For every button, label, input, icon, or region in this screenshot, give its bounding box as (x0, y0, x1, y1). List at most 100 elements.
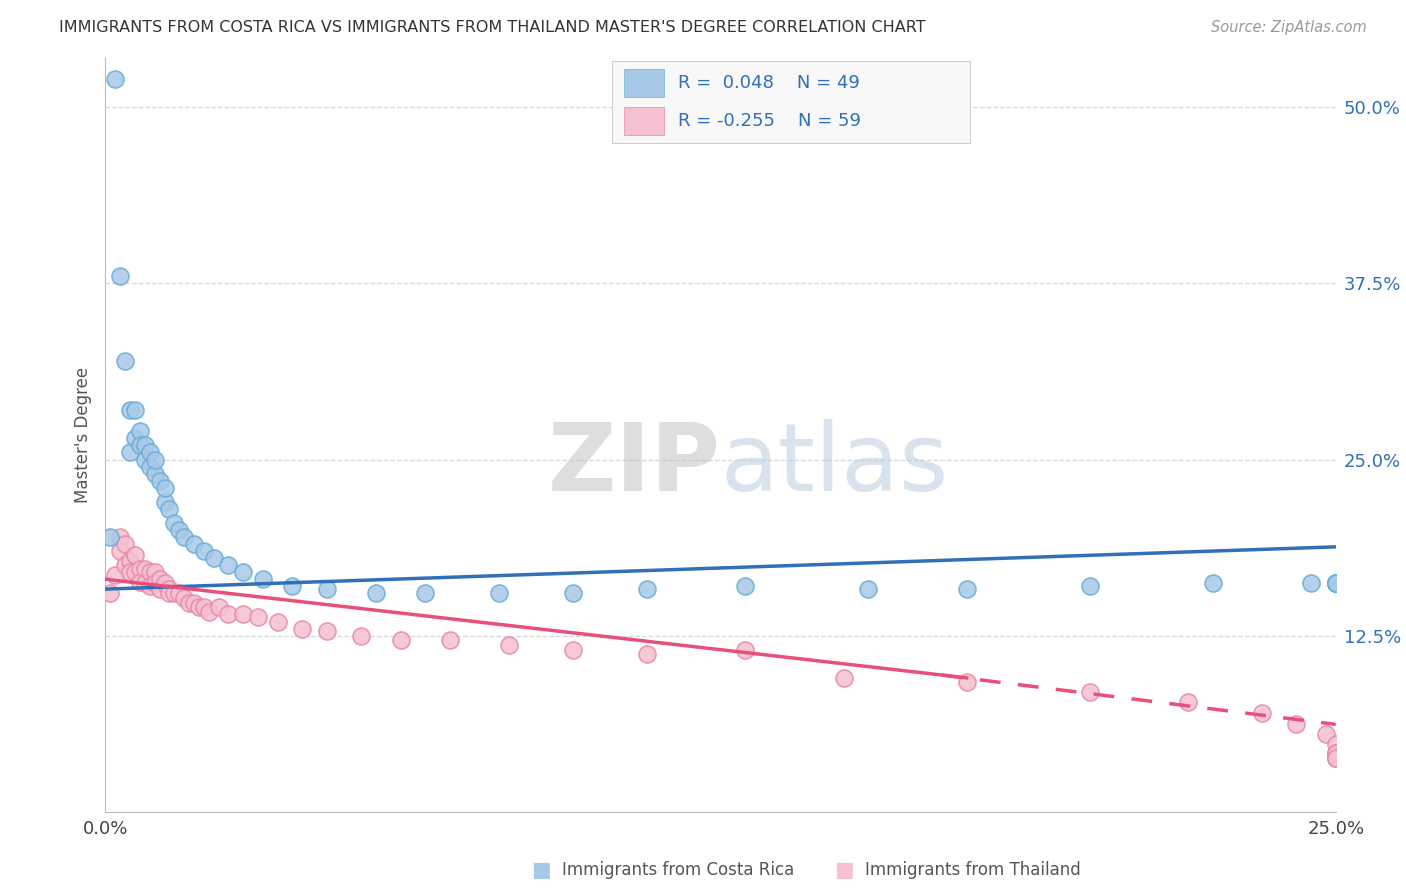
Point (110, 530, 132, 544)
Point (149, 572, 172, 586)
Point (153, 576, 176, 591)
Point (1324, 576, 1347, 591)
Point (159, 501, 180, 516)
Text: ZIP: ZIP (548, 419, 721, 511)
Point (1324, 576, 1347, 591)
Point (104, 72, 127, 87)
Point (1315, 727, 1337, 741)
Point (104, 568, 127, 582)
Point (129, 438, 152, 452)
Point (734, 642, 756, 657)
Point (169, 586, 191, 600)
Point (1324, 576, 1347, 591)
Point (143, 565, 166, 579)
Point (134, 576, 156, 591)
Point (183, 537, 205, 551)
Point (153, 481, 176, 495)
Point (291, 622, 314, 636)
Point (120, 565, 141, 579)
Point (1324, 751, 1347, 765)
Point (129, 425, 152, 439)
Point (636, 582, 658, 596)
Point (498, 639, 520, 653)
Point (149, 474, 172, 488)
Text: ■: ■ (834, 860, 853, 880)
Point (1251, 706, 1274, 720)
Point (110, 269, 132, 284)
Text: R = -0.255    N = 59: R = -0.255 N = 59 (678, 112, 860, 129)
Point (315, 582, 337, 596)
Point (1324, 748, 1347, 763)
Point (114, 354, 136, 368)
Point (1324, 576, 1347, 591)
Point (134, 438, 156, 452)
Point (98, 530, 122, 544)
Point (163, 586, 186, 600)
Point (114, 537, 136, 551)
Point (124, 403, 146, 417)
Point (138, 579, 162, 593)
Point (956, 675, 979, 690)
Point (193, 544, 215, 558)
Point (1202, 576, 1225, 591)
Point (183, 596, 205, 610)
Point (120, 403, 141, 417)
Point (124, 565, 146, 579)
Point (1324, 576, 1347, 591)
Text: ■: ■ (531, 860, 551, 880)
Point (232, 565, 254, 579)
Point (218, 607, 240, 622)
Point (636, 647, 658, 661)
Point (138, 459, 162, 474)
Text: Immigrants from Thailand: Immigrants from Thailand (865, 861, 1080, 879)
Point (98, 586, 122, 600)
Point (366, 586, 388, 600)
Point (562, 642, 585, 657)
Point (281, 579, 304, 593)
Point (1324, 746, 1347, 760)
Point (114, 558, 136, 573)
Point (124, 431, 146, 445)
Point (218, 558, 240, 573)
Point (129, 575, 152, 590)
Point (1324, 746, 1347, 760)
Point (1078, 579, 1101, 593)
Point (1324, 751, 1347, 765)
Text: IMMIGRANTS FROM COSTA RICA VS IMMIGRANTS FROM THAILAND MASTER'S DEGREE CORRELATI: IMMIGRANTS FROM COSTA RICA VS IMMIGRANTS… (59, 20, 925, 35)
Point (110, 544, 132, 558)
Point (143, 576, 166, 591)
Point (153, 495, 176, 509)
Point (120, 445, 141, 459)
Point (1324, 751, 1347, 765)
Point (247, 610, 270, 624)
Point (159, 586, 180, 600)
Point (143, 452, 166, 467)
Point (734, 579, 756, 593)
Point (232, 607, 254, 622)
Point (413, 586, 436, 600)
Point (134, 452, 156, 467)
Point (1324, 576, 1347, 591)
Bar (624, 69, 664, 96)
Point (163, 516, 186, 530)
Text: Source: ZipAtlas.com: Source: ZipAtlas.com (1211, 20, 1367, 35)
Point (858, 582, 880, 596)
Point (169, 523, 191, 537)
Point (124, 549, 146, 563)
Point (1285, 717, 1308, 731)
Point (134, 562, 156, 576)
Text: atlas: atlas (721, 419, 949, 511)
Point (173, 591, 195, 605)
Point (1177, 695, 1199, 709)
Point (208, 600, 231, 615)
Point (188, 600, 211, 615)
Point (267, 615, 290, 629)
Point (439, 632, 461, 647)
Point (138, 565, 162, 579)
Y-axis label: Master's Degree: Master's Degree (73, 367, 91, 503)
Point (252, 572, 274, 586)
Text: R =  0.048    N = 49: R = 0.048 N = 49 (678, 74, 860, 92)
Point (1078, 685, 1101, 699)
Text: Immigrants from Costa Rica: Immigrants from Costa Rica (562, 861, 794, 879)
Point (1301, 576, 1323, 591)
